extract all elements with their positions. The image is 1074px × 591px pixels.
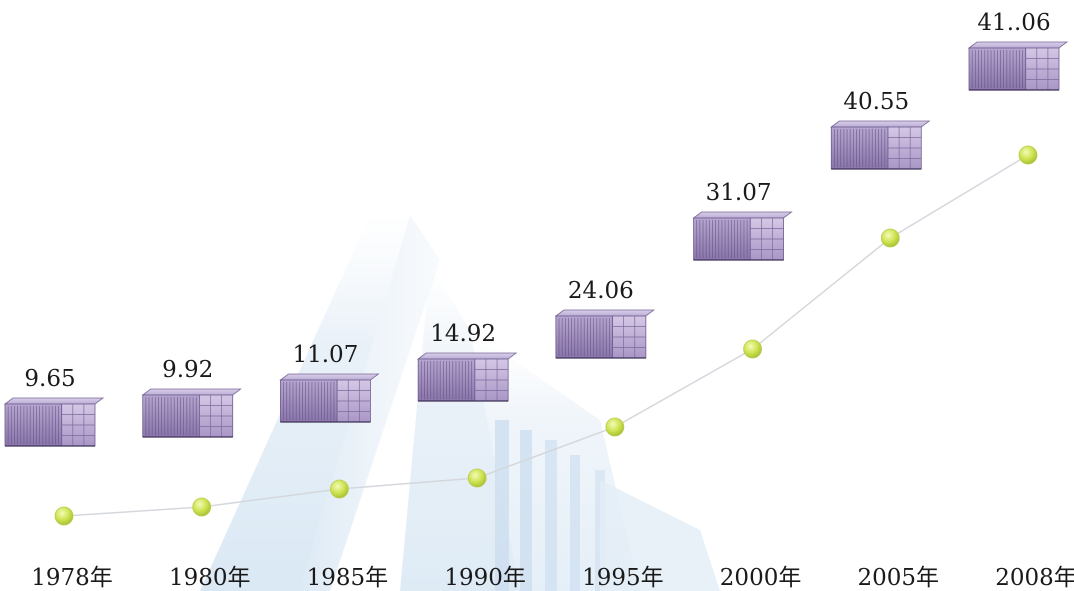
data-label: 9.65 <box>24 366 75 392</box>
data-point <box>467 468 487 488</box>
data-point <box>54 506 74 526</box>
data-label: 31.07 <box>706 180 772 206</box>
shipping-container-icon <box>554 309 656 359</box>
x-tick-label: 1978年 <box>31 565 113 591</box>
data-label: 9.92 <box>162 357 213 383</box>
x-tick-label: 1985年 <box>307 565 389 591</box>
data-point <box>192 497 212 517</box>
data-point <box>605 417 625 437</box>
data-label: 11.07 <box>292 342 358 368</box>
data-label: 24.06 <box>568 278 634 304</box>
x-tick-label: 2000年 <box>720 565 802 591</box>
data-point <box>880 228 900 248</box>
x-tick-label: 1990年 <box>444 565 526 591</box>
shipping-container-icon <box>692 211 793 261</box>
data-point <box>743 339 762 359</box>
shipping-container-icon <box>3 397 105 447</box>
series-line <box>63 154 1029 517</box>
shipping-container-icon <box>830 120 931 170</box>
shipping-container-icon <box>141 388 242 438</box>
x-tick-label: 1980年 <box>169 565 251 591</box>
x-tick-label: 1995年 <box>582 565 664 591</box>
x-tick-label: 2005年 <box>858 565 940 591</box>
shipping-container-icon <box>279 373 380 423</box>
data-point <box>1018 145 1038 165</box>
shipping-container-icon <box>416 352 518 402</box>
data-label: 41..06 <box>977 10 1050 36</box>
x-tick-label: 2008年 <box>995 565 1074 591</box>
data-point <box>330 479 349 499</box>
shipping-container-icon <box>967 41 1069 91</box>
data-label: 40.55 <box>843 89 909 115</box>
data-label: 14.92 <box>430 321 496 347</box>
